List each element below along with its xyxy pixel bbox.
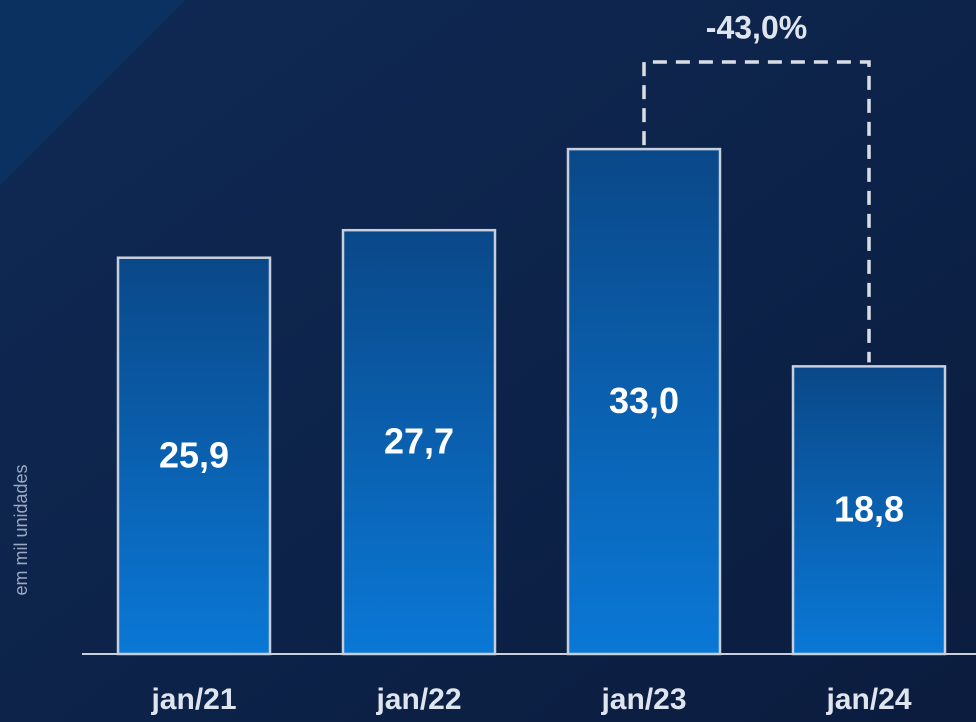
value-label: 27,7 (384, 421, 454, 462)
x-tick-label: jan/24 (825, 683, 911, 716)
bar (116, 256, 272, 656)
y-axis-label: em mil unidades (11, 464, 31, 595)
x-tick-label: jan/21 (150, 683, 236, 716)
bar (566, 147, 722, 656)
change-bracket (642, 60, 871, 363)
change-annotation: -43,0% (706, 9, 807, 45)
bar (791, 365, 947, 656)
x-tick-label: jan/22 (375, 683, 461, 716)
bar (341, 228, 497, 656)
x-tick-label: jan/23 (600, 683, 686, 716)
value-label: 25,9 (159, 434, 229, 475)
value-label: 33,0 (609, 380, 679, 421)
value-label: 18,8 (834, 489, 904, 530)
corner-accent (0, 0, 185, 185)
